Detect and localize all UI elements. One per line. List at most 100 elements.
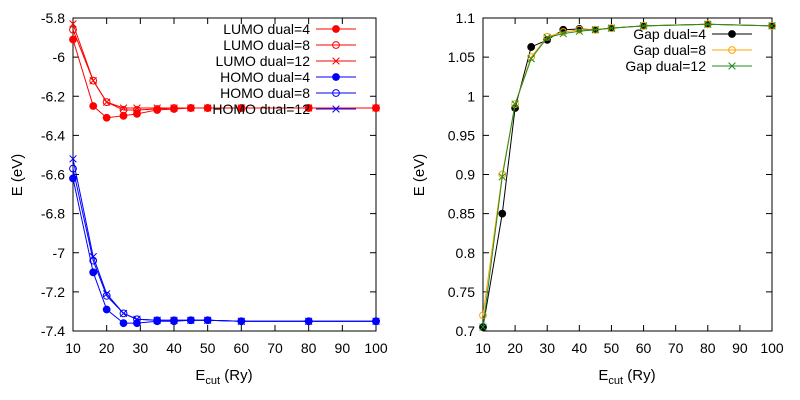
x-tick-label: 50 xyxy=(200,340,216,356)
data-point xyxy=(203,104,212,112)
x-tick-label: 20 xyxy=(507,340,523,356)
data-point xyxy=(133,104,141,112)
y-tick-label: 0.85 xyxy=(448,206,475,222)
legend-entry-label: LUMO dual=12 xyxy=(215,53,310,69)
data-point xyxy=(304,317,313,325)
data-point xyxy=(527,54,535,63)
data-point xyxy=(89,76,98,85)
data-point xyxy=(133,106,141,114)
data-point xyxy=(69,25,77,34)
data-point xyxy=(119,319,128,328)
data-point xyxy=(372,104,380,112)
y-tick-label: 0.7 xyxy=(456,323,476,339)
data-point xyxy=(237,317,246,325)
legend-entry-label: HOMO dual=4 xyxy=(220,69,310,85)
data-point xyxy=(102,98,111,107)
data-point xyxy=(607,24,616,32)
x-tick-label: 80 xyxy=(301,340,317,356)
y-tick-label: -6.8 xyxy=(41,206,65,222)
data-point xyxy=(304,104,313,112)
legend-entry-label: Gap dual=12 xyxy=(625,58,706,74)
data-point xyxy=(498,209,507,218)
legend-entry-label: LUMO dual=4 xyxy=(223,21,310,37)
legend-swatch-marker xyxy=(332,57,340,65)
data-point xyxy=(119,111,128,120)
legend-swatch-marker xyxy=(332,41,340,49)
y-tick-label: 0.95 xyxy=(448,127,475,143)
series-line xyxy=(482,23,773,328)
data-point xyxy=(372,317,380,325)
x-tick-label: 70 xyxy=(668,340,684,356)
data-point xyxy=(89,252,97,261)
legend-entry-label: Gap dual=4 xyxy=(633,26,706,42)
data-point xyxy=(133,109,141,118)
legend-entry-label: HOMO dual=8 xyxy=(220,85,310,101)
series-1-6 xyxy=(69,155,380,325)
legend-swatch-marker xyxy=(332,73,340,81)
x-tick-label: 40 xyxy=(166,340,182,356)
y-tick-label: -6.4 xyxy=(41,127,65,143)
y-tick-label: -7.2 xyxy=(41,284,65,300)
y-tick-label: -7 xyxy=(53,245,66,261)
data-point xyxy=(543,33,551,42)
legend-swatch-marker xyxy=(728,46,736,54)
series-1-3 xyxy=(69,20,380,112)
x-tick-label: 50 xyxy=(604,340,620,356)
data-point xyxy=(170,316,178,324)
data-point xyxy=(187,316,195,324)
data-point xyxy=(187,104,195,112)
data-point xyxy=(511,100,519,108)
x-tick-label: 30 xyxy=(539,340,555,356)
data-point xyxy=(153,105,162,113)
y-tick-label: 1.1 xyxy=(456,10,476,26)
data-point xyxy=(575,27,584,36)
y-tick-label: -6.2 xyxy=(41,88,65,104)
data-point xyxy=(119,309,128,318)
data-point xyxy=(89,268,98,277)
series-1-5 xyxy=(69,164,380,326)
data-point xyxy=(69,35,77,44)
data-point xyxy=(170,104,178,112)
x-tick-label: 40 xyxy=(572,340,588,356)
series-line xyxy=(72,178,376,324)
data-point xyxy=(768,22,776,30)
series-line xyxy=(72,168,376,322)
x-tick-label: 10 xyxy=(65,340,81,356)
data-point xyxy=(102,290,111,298)
data-point xyxy=(591,25,600,34)
x-tick-label: 20 xyxy=(99,340,115,356)
x-tick-label: 60 xyxy=(636,340,652,356)
x-tick-label: 90 xyxy=(732,340,748,356)
data-point xyxy=(479,311,487,320)
x-tick-label: 80 xyxy=(700,340,716,356)
x-tick-label: 60 xyxy=(234,340,250,356)
x-tick-label: 30 xyxy=(133,340,149,356)
data-point xyxy=(639,22,648,30)
legend-entry-label: LUMO dual=8 xyxy=(223,37,310,53)
data-point xyxy=(102,305,111,314)
chart-panel-2: 10 20 30 40 50 60 70 80 90 100 0.7 0.75 0.8 0.85 0.9 0.… xyxy=(411,10,784,387)
y-axis-label: E (eV) xyxy=(411,154,428,197)
chart-panel-1: 10 20 30 40 50 60 70 80 90 100 -5.8 -6 -6.2 -6.4 -6.6 -… xyxy=(9,10,388,387)
data-point xyxy=(575,25,584,34)
data-point xyxy=(102,98,111,106)
y-tick-label: -6 xyxy=(53,49,66,65)
data-point xyxy=(69,20,77,28)
data-point xyxy=(153,316,161,324)
y-tick-label: -7.4 xyxy=(41,323,65,339)
data-point xyxy=(511,100,520,108)
x-tick-label: 100 xyxy=(760,340,784,356)
series-1-4 xyxy=(69,174,380,328)
legend-swatch-marker xyxy=(728,30,736,38)
x-axis-label: Ecut (Ry) xyxy=(598,367,655,387)
y-tick-label: 0.75 xyxy=(448,284,475,300)
data-point xyxy=(69,155,77,163)
data-point xyxy=(119,106,128,114)
data-point xyxy=(89,76,97,85)
data-point xyxy=(153,104,161,112)
data-point xyxy=(133,315,141,324)
data-point xyxy=(527,43,536,51)
